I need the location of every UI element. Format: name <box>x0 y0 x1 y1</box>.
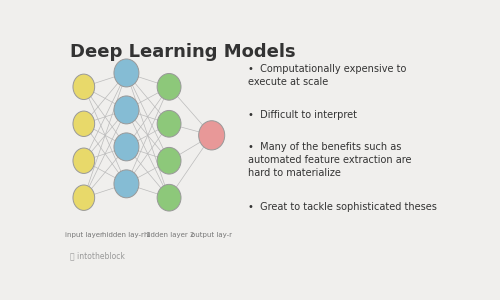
Ellipse shape <box>157 110 181 137</box>
Text: input layer: input layer <box>65 232 103 238</box>
Text: Deep Learning Models: Deep Learning Models <box>70 43 296 61</box>
Ellipse shape <box>157 184 181 211</box>
Text: •  Great to tackle sophisticated theses: • Great to tackle sophisticated theses <box>248 202 438 212</box>
Text: Ⓢ intotheblock: Ⓢ intotheblock <box>70 251 125 260</box>
Ellipse shape <box>198 121 224 150</box>
Ellipse shape <box>73 74 94 100</box>
Text: hidden lay-r 1: hidden lay-r 1 <box>102 232 151 238</box>
Text: output lay-r: output lay-r <box>191 232 232 238</box>
Ellipse shape <box>114 96 139 124</box>
Text: •  Many of the benefits such as
automated feature extraction are
hard to materia: • Many of the benefits such as automated… <box>248 142 412 178</box>
Ellipse shape <box>73 148 94 173</box>
Ellipse shape <box>114 133 139 161</box>
Ellipse shape <box>73 185 94 210</box>
Ellipse shape <box>157 147 181 174</box>
Ellipse shape <box>114 170 139 198</box>
Text: •  Computationally expensive to
execute at scale: • Computationally expensive to execute a… <box>248 64 407 86</box>
Text: •  Difficult to interpret: • Difficult to interpret <box>248 110 358 120</box>
Ellipse shape <box>157 74 181 100</box>
Ellipse shape <box>114 59 139 87</box>
Ellipse shape <box>73 111 94 136</box>
Text: hidden layer 2: hidden layer 2 <box>144 232 194 238</box>
